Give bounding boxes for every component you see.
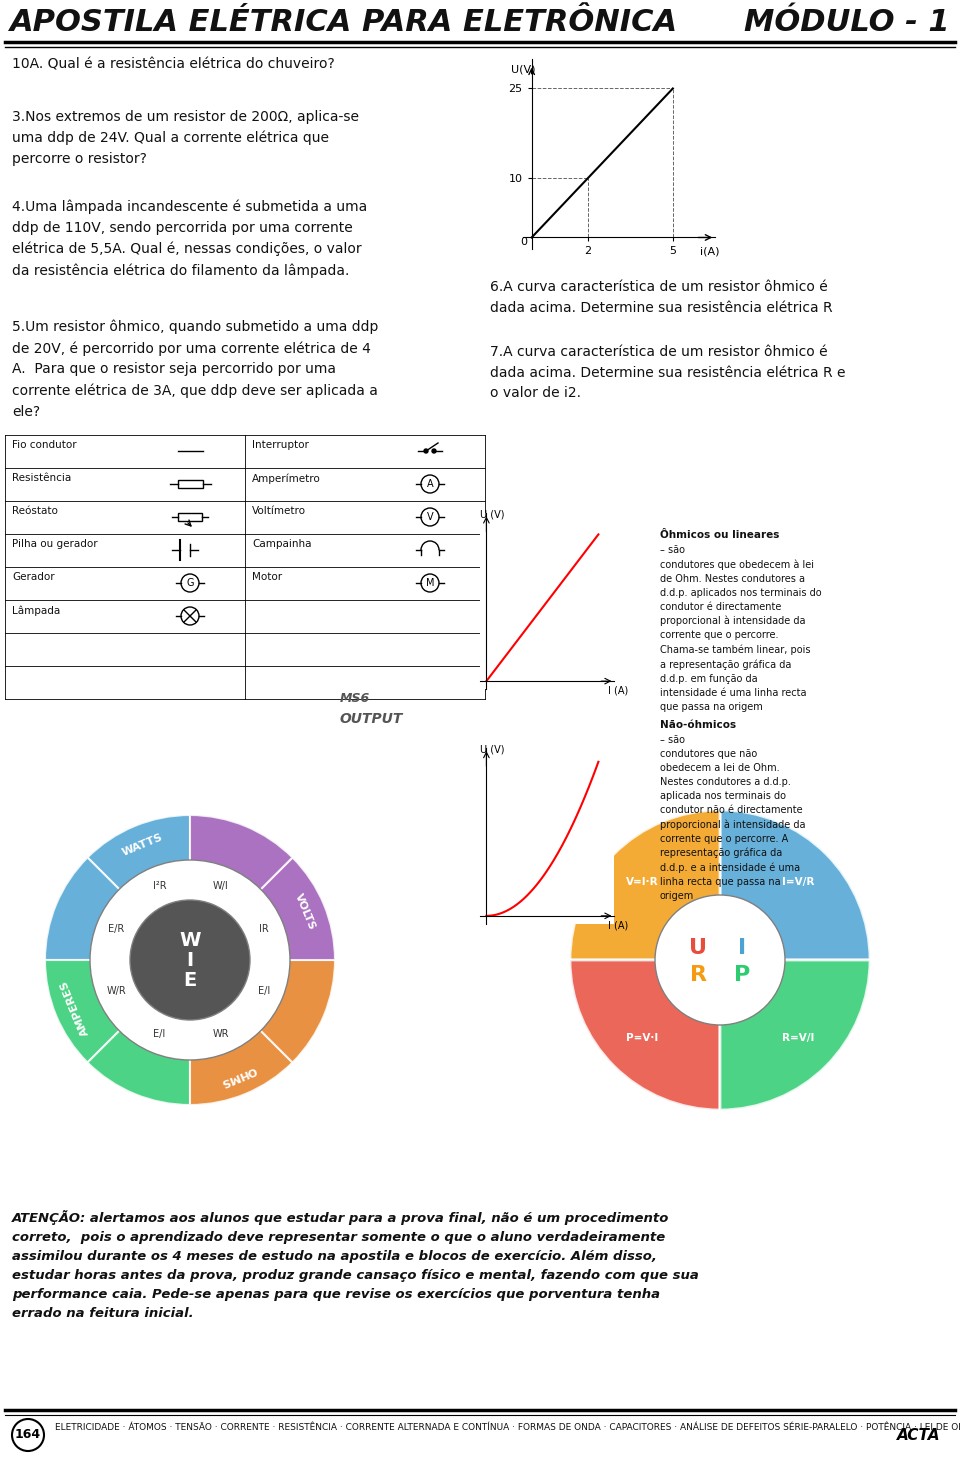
Bar bbox=[178, 513, 202, 521]
Text: I (A): I (A) bbox=[608, 920, 628, 930]
Text: Gerador: Gerador bbox=[12, 572, 55, 582]
Text: ATENÇÃO: alertamos aos alunos que estudar para a prova final, não é um procedime: ATENÇÃO: alertamos aos alunos que estuda… bbox=[12, 1210, 699, 1320]
Wedge shape bbox=[87, 816, 190, 959]
Text: I²R: I²R bbox=[153, 882, 166, 890]
Text: OUTPUT: OUTPUT bbox=[340, 711, 403, 726]
Text: MÓDULO - 1: MÓDULO - 1 bbox=[744, 7, 950, 37]
Wedge shape bbox=[655, 895, 785, 1025]
Text: W/R: W/R bbox=[107, 986, 126, 996]
Wedge shape bbox=[190, 858, 335, 959]
Wedge shape bbox=[190, 959, 335, 1062]
Text: Amperímetro: Amperímetro bbox=[252, 472, 321, 484]
Text: G: G bbox=[186, 578, 194, 588]
Text: APOSTILA ELÉTRICA PARA ELETRÔNICA: APOSTILA ELÉTRICA PARA ELETRÔNICA bbox=[10, 7, 678, 37]
Text: Motor: Motor bbox=[252, 572, 282, 582]
Wedge shape bbox=[130, 899, 250, 1020]
Wedge shape bbox=[720, 810, 870, 959]
Text: E/I: E/I bbox=[258, 986, 270, 996]
Text: Condutores: Condutores bbox=[508, 640, 588, 653]
Text: VOLTS: VOLTS bbox=[294, 892, 318, 932]
Wedge shape bbox=[87, 959, 190, 1105]
Text: – são
condutores que obedecem à lei
de Ohm. Nestes condutores a
d.d.p. aplicados: – são condutores que obedecem à lei de O… bbox=[660, 546, 822, 711]
Text: P=V·I: P=V·I bbox=[626, 1033, 659, 1043]
Text: W/I: W/I bbox=[213, 882, 228, 890]
Text: Fio condutor: Fio condutor bbox=[12, 440, 77, 450]
Text: OHMS: OHMS bbox=[219, 1064, 257, 1087]
Text: MS6: MS6 bbox=[340, 692, 371, 706]
Wedge shape bbox=[720, 959, 870, 1111]
Wedge shape bbox=[570, 810, 720, 959]
Text: 0: 0 bbox=[520, 238, 527, 248]
Text: ACTA: ACTA bbox=[897, 1427, 940, 1442]
Text: Não-óhmicos: Não-óhmicos bbox=[660, 720, 736, 731]
Text: I: I bbox=[186, 951, 194, 970]
Text: Lâmpada: Lâmpada bbox=[12, 604, 60, 616]
Text: ELETRICIDADE · ÁTOMOS · TENSÃO · CORRENTE · RESISTÊNCIA · CORRENTE ALTERNADA E C: ELETRICIDADE · ÁTOMOS · TENSÃO · CORRENT… bbox=[55, 1423, 960, 1432]
Wedge shape bbox=[190, 959, 293, 1105]
Text: 6.A curva característica de um resistor ôhmico é
dada acima. Determine sua resis: 6.A curva característica de um resistor … bbox=[490, 280, 832, 314]
Wedge shape bbox=[190, 816, 293, 959]
Text: I: I bbox=[738, 937, 746, 958]
Text: Ôhmicos ou lineares: Ôhmicos ou lineares bbox=[660, 530, 780, 540]
Text: Voltímetro: Voltímetro bbox=[252, 506, 306, 516]
Text: 7.A curva característica de um resistor ôhmico é
dada acima. Determine sua resis: 7.A curva característica de um resistor … bbox=[490, 345, 846, 400]
Text: Pilha ou gerador: Pilha ou gerador bbox=[12, 538, 98, 549]
Text: Campainha: Campainha bbox=[252, 538, 311, 549]
Text: U(V): U(V) bbox=[511, 65, 536, 75]
Text: i(A): i(A) bbox=[700, 246, 719, 257]
Text: 4.Uma lâmpada incandescente é submetida a uma
ddp de 110V, sendo percorrida por : 4.Uma lâmpada incandescente é submetida … bbox=[12, 200, 368, 277]
Text: U (V): U (V) bbox=[480, 744, 505, 754]
Text: M: M bbox=[425, 578, 434, 588]
Text: WATTS: WATTS bbox=[120, 832, 164, 857]
Text: I (A): I (A) bbox=[608, 685, 628, 695]
Text: – são
condutores que não
obedecem a lei de Ohm.
Nestes condutores a d.d.p.
aplic: – são condutores que não obedecem a lei … bbox=[660, 735, 805, 901]
Text: P: P bbox=[733, 965, 750, 984]
Text: Reóstato: Reóstato bbox=[12, 506, 58, 516]
Text: AMPERES: AMPERES bbox=[59, 978, 90, 1037]
Text: E/I: E/I bbox=[154, 1028, 165, 1039]
Text: I=V/R: I=V/R bbox=[781, 877, 814, 888]
Wedge shape bbox=[45, 858, 190, 959]
Text: Interruptor: Interruptor bbox=[252, 440, 309, 450]
Text: E/R: E/R bbox=[108, 924, 124, 934]
Text: 10A. Qual é a resistência elétrica do chuveiro?: 10A. Qual é a resistência elétrica do ch… bbox=[12, 59, 335, 72]
Text: 3.Nos extremos de um resistor de 200Ω, aplica-se
uma ddp de 24V. Qual a corrente: 3.Nos extremos de um resistor de 200Ω, a… bbox=[12, 110, 359, 166]
Text: U (V): U (V) bbox=[480, 509, 505, 519]
Text: R: R bbox=[689, 965, 707, 984]
Text: W: W bbox=[180, 930, 201, 949]
Text: U: U bbox=[689, 937, 707, 958]
Wedge shape bbox=[45, 959, 190, 1062]
Text: IR: IR bbox=[259, 924, 269, 934]
Text: A: A bbox=[426, 480, 433, 489]
Text: V=I·R: V=I·R bbox=[626, 877, 659, 888]
Text: V: V bbox=[426, 512, 433, 522]
Wedge shape bbox=[90, 860, 290, 1061]
Wedge shape bbox=[570, 959, 720, 1111]
Circle shape bbox=[424, 449, 428, 453]
Text: 5.Um resistor ôhmico, quando submetido a uma ddp
de 20V, é percorrido por uma co: 5.Um resistor ôhmico, quando submetido a… bbox=[12, 320, 378, 418]
Text: 164: 164 bbox=[15, 1429, 41, 1442]
Circle shape bbox=[432, 449, 436, 453]
Bar bbox=[178, 480, 203, 489]
Text: R=V/I: R=V/I bbox=[781, 1033, 814, 1043]
Text: E: E bbox=[183, 971, 197, 990]
Text: WR: WR bbox=[212, 1028, 228, 1039]
Text: Resistência: Resistência bbox=[12, 472, 71, 483]
